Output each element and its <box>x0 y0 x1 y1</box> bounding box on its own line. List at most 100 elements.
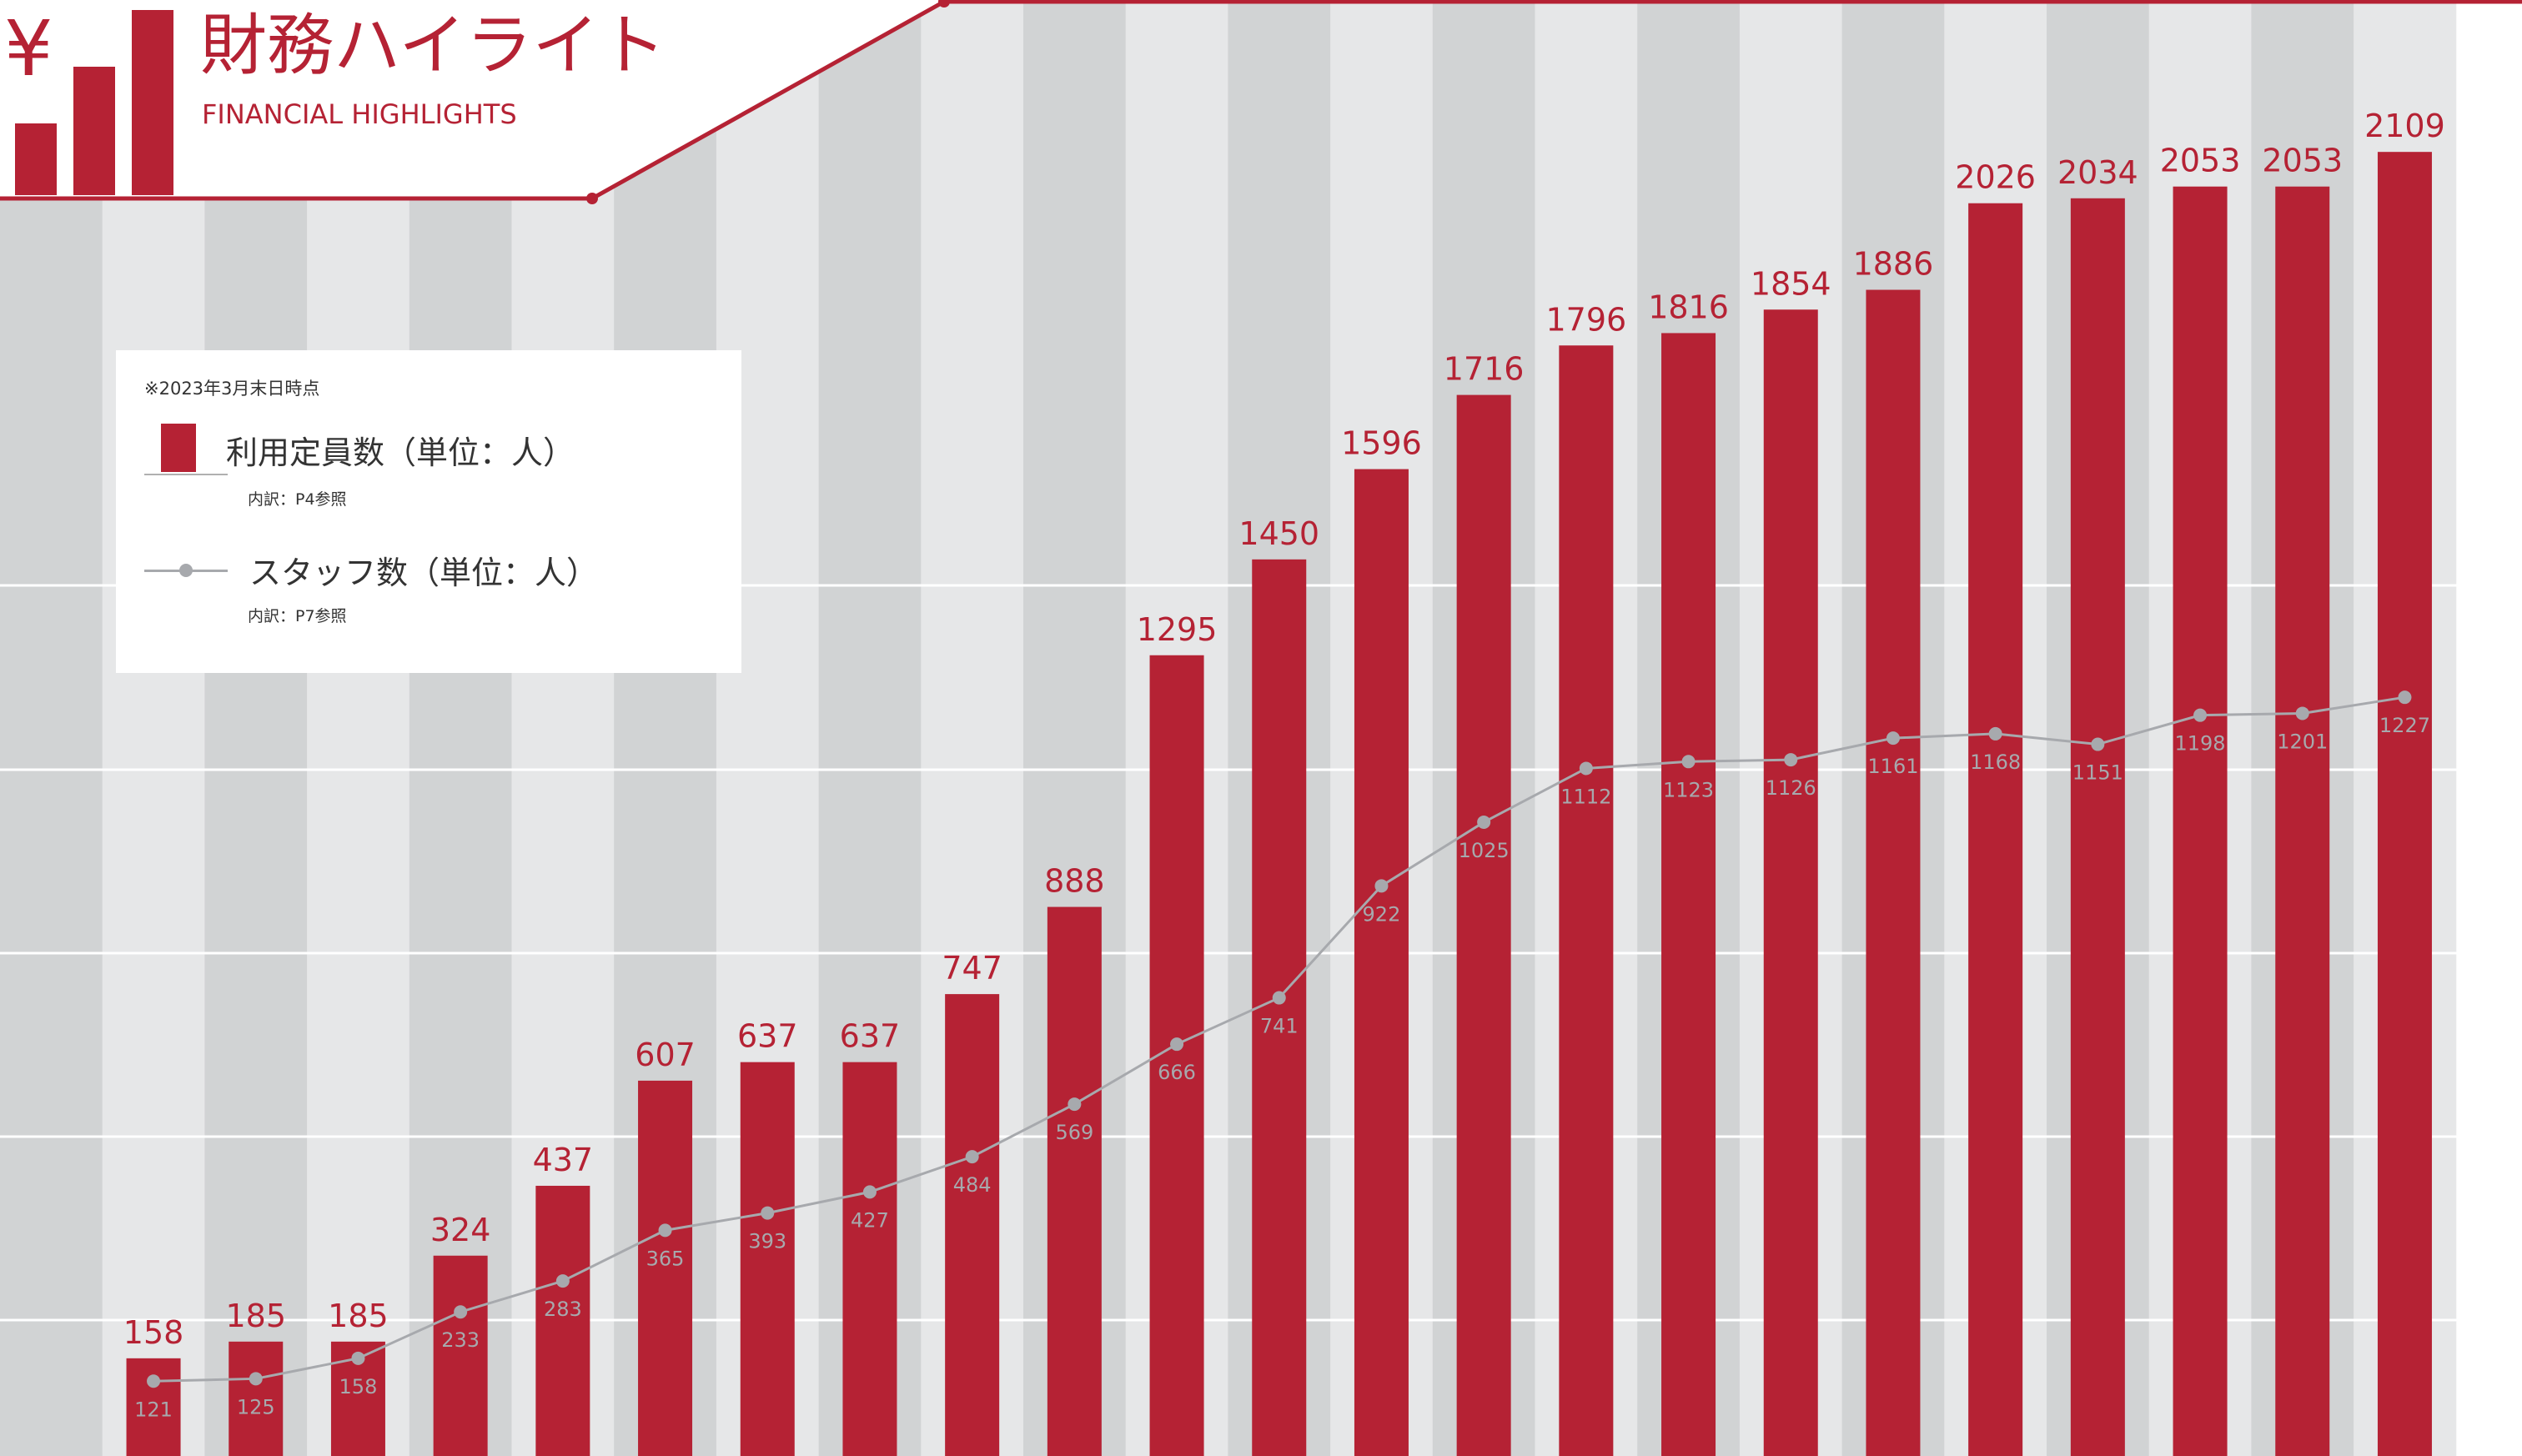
capacity-bar <box>1456 394 1511 1456</box>
line-swatch-icon <box>144 558 228 583</box>
staff-value-label: 1201 <box>2277 730 2328 753</box>
staff-point <box>1579 761 1593 776</box>
legend: ※2023年3月末日時点 利用定員数（単位：人） 内訳：P4参照 スタッフ数（単… <box>116 350 741 673</box>
staff-value-label: 1161 <box>1867 755 1918 778</box>
staff-point <box>249 1372 263 1386</box>
capacity-bar <box>638 1080 693 1456</box>
staff-point <box>1988 726 2002 741</box>
staff-point <box>1784 753 1798 767</box>
capacity-value-label: 1816 <box>1648 289 1729 325</box>
capacity-value-label: 747 <box>942 950 1002 987</box>
staff-point <box>1681 755 1696 769</box>
capacity-bar <box>2070 198 2125 1456</box>
staff-value-label: 427 <box>851 1208 889 1232</box>
capacity-bar <box>1047 906 1102 1456</box>
capacity-value-label: 637 <box>840 1018 901 1055</box>
staff-point <box>761 1206 775 1220</box>
capacity-value-label: 1854 <box>1751 265 1831 302</box>
capacity-bar <box>229 1341 284 1456</box>
staff-point <box>1886 731 1900 746</box>
capacity-value-label: 2034 <box>2057 154 2138 191</box>
staff-value-label: 484 <box>953 1173 992 1197</box>
column-stripe <box>102 0 205 1456</box>
staff-value-label: 233 <box>441 1328 480 1352</box>
staff-point <box>2295 706 2309 720</box>
capacity-value-label: 2053 <box>2262 143 2343 179</box>
staff-point <box>1272 991 1286 1005</box>
capacity-bar <box>1968 203 2023 1456</box>
staff-point <box>1477 815 1491 829</box>
staff-value-label: 1198 <box>2175 732 2226 756</box>
capacity-bar <box>433 1255 488 1456</box>
capacity-bar <box>1354 469 1409 1456</box>
capacity-value-label: 1450 <box>1238 515 1319 552</box>
staff-value-label: 569 <box>1055 1121 1093 1144</box>
yen-bar-chart-icon: ¥ <box>4 4 173 195</box>
capacity-bar <box>1866 289 1921 1456</box>
staff-point <box>862 1185 877 1199</box>
capacity-bars <box>126 152 2432 1456</box>
staff-point <box>2091 737 2105 751</box>
capacity-bar <box>535 1185 590 1456</box>
capacity-bar <box>2377 152 2432 1456</box>
staff-value-label: 1112 <box>1560 785 1611 808</box>
header-rule <box>0 0 2522 201</box>
capacity-value-label: 1796 <box>1545 301 1626 338</box>
column-stripe <box>307 0 410 1456</box>
staff-value-label: 1126 <box>1766 776 1816 800</box>
capacity-bar <box>1763 309 1818 1456</box>
capacity-value-label: 2109 <box>2364 108 2445 144</box>
column-stripe <box>204 0 308 1456</box>
column-stripe <box>409 0 512 1456</box>
legend-staff-label: スタッフ数（単位：人） <box>249 555 599 591</box>
capacity-value-label: 1886 <box>1853 246 1934 283</box>
capacity-bar <box>2275 186 2330 1456</box>
header-rule-node-left <box>586 193 598 204</box>
capacity-bar <box>1252 559 1307 1456</box>
capacity-value-label: 1596 <box>1341 425 1422 462</box>
staff-value-label: 121 <box>134 1398 173 1421</box>
staff-value-label: 1123 <box>1663 778 1714 801</box>
staff-value-label: 125 <box>237 1395 275 1418</box>
legend-capacity-sub: 内訳：P4参照 <box>248 490 347 509</box>
capacity-labels: 158 185 185 324 437 607 637 637 747 888 1295 1450 15… <box>123 108 2445 1351</box>
header: ¥ 財務ハイライト FINANCIAL HIGHLIGHTS <box>0 0 2522 204</box>
staff-point <box>1068 1097 1082 1112</box>
capacity-value-label: 637 <box>737 1018 798 1055</box>
svg-text:¥: ¥ <box>4 4 53 93</box>
capacity-bar <box>1559 345 1614 1456</box>
staff-point <box>351 1351 365 1365</box>
legend-item-capacity: 利用定員数（単位：人） <box>144 424 575 475</box>
capacity-bar <box>2173 186 2228 1456</box>
capacity-bar <box>842 1062 897 1456</box>
capacity-value-label: 607 <box>635 1037 696 1073</box>
capacity-bar <box>740 1062 795 1456</box>
staff-value-label: 1025 <box>1459 839 1510 862</box>
legend-note: ※2023年3月末日時点 <box>144 379 320 399</box>
staff-point <box>555 1274 570 1288</box>
bar-swatch-icon <box>144 424 228 475</box>
column-stripe <box>0 0 103 1456</box>
staff-point <box>1170 1037 1184 1052</box>
staff-value-label: 365 <box>646 1247 685 1270</box>
page-title: 財務ハイライト <box>200 7 666 84</box>
capacity-value-label: 324 <box>430 1212 491 1248</box>
capacity-value-label: 1295 <box>1137 611 1218 648</box>
capacity-bar <box>1661 333 1716 1456</box>
staff-value-label: 1168 <box>1970 751 2021 774</box>
staff-value-label: 666 <box>1158 1061 1196 1084</box>
capacity-value-label: 2026 <box>1955 159 2036 196</box>
staff-point <box>965 1150 979 1164</box>
staff-point <box>1374 879 1389 893</box>
staff-point <box>2193 708 2208 722</box>
staff-point <box>658 1223 672 1238</box>
staff-point <box>2398 690 2412 705</box>
staff-value-label: 1227 <box>2379 714 2430 737</box>
staff-line-series <box>147 690 2412 1388</box>
legend-item-staff: スタッフ数（単位：人） <box>144 547 598 593</box>
capacity-value-label: 888 <box>1044 863 1105 900</box>
capacity-value-label: 185 <box>328 1298 389 1334</box>
legend-staff-sub: 内訳：P7参照 <box>248 607 347 625</box>
staff-value-label: 1151 <box>2072 761 2123 785</box>
